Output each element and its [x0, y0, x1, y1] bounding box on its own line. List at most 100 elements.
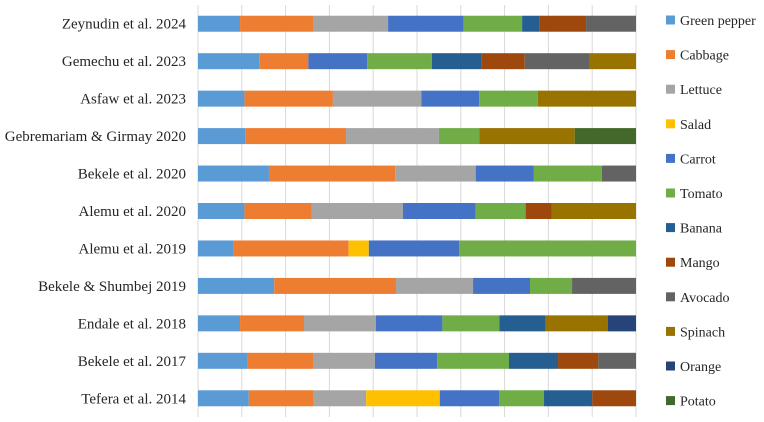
category-label: Gemechu et al. 2023 [62, 54, 186, 70]
bar-alemu-et-al-2019-carrot [368, 240, 460, 257]
legend-swatch-green-pepper [666, 15, 675, 25]
bar-bekele-shumbej-2019-carrot [473, 277, 531, 294]
bar-gebremariam-girmay-2020-lettuce [346, 128, 439, 145]
bar-alemu-et-al-2020-spinach [551, 203, 636, 219]
legend-swatch-cabbage [666, 50, 675, 60]
bar-endale-et-al-2018-carrot [375, 315, 443, 332]
bar-bekele-et-al-2017-banana [508, 352, 559, 369]
bar-asfaw-et-al-2023-lettuce [332, 90, 422, 107]
legend-swatch-lettuce [666, 84, 675, 94]
bar-zeynudin-et-al-2024-avocado [586, 15, 636, 32]
bar-gebremariam-girmay-2020-spinach [479, 128, 575, 145]
bar-asfaw-et-al-2023-tomato [479, 90, 538, 107]
bar-endale-et-al-2018-tomato [442, 315, 500, 332]
bar-endale-et-al-2018-green-pepper [198, 315, 241, 332]
bar-tefera-et-al-2014-cabbage [248, 390, 314, 407]
bar-asfaw-et-al-2023-green-pepper [198, 90, 245, 107]
bar-tefera-et-al-2014-tomato [499, 390, 545, 407]
legend-label-lettuce: Lettuce [680, 83, 722, 98]
bar-zeynudin-et-al-2024-mango [539, 15, 587, 32]
bar-bekele-shumbej-2019-avocado [572, 277, 636, 294]
bar-gemechu-et-al-2023-cabbage [259, 53, 309, 70]
bar-bekele-et-al-2017-cabbage [247, 352, 314, 369]
legend-swatch-banana [666, 223, 675, 233]
bar-alemu-et-al-2020-mango [525, 203, 552, 219]
legend-swatch-carrot [666, 153, 675, 163]
category-label: Zeynudin et al. 2024 [62, 17, 187, 33]
legend-label-avocado: Avocado [680, 291, 730, 306]
legend-label-green-pepper: Green pepper [680, 14, 756, 29]
legend-swatch-mango [666, 257, 675, 267]
bar-gebremariam-girmay-2020-potato [574, 128, 636, 145]
bar-gebremariam-girmay-2020-cabbage [245, 128, 347, 145]
legend-label-spinach: Spinach [680, 325, 725, 340]
bar-gemechu-et-al-2023-tomato [367, 53, 432, 70]
bar-tefera-et-al-2014-mango [592, 390, 636, 407]
bar-zeynudin-et-al-2024-banana [522, 15, 540, 32]
category-label: Asfaw et al. 2023 [80, 92, 186, 108]
bar-alemu-et-al-2020-cabbage [244, 203, 312, 219]
bar-bekele-shumbej-2019-tomato [530, 277, 573, 294]
category-label: Alemu et al. 2019 [79, 241, 186, 257]
bar-bekele-et-al-2020-avocado [601, 165, 636, 182]
bar-alemu-et-al-2020-green-pepper [198, 203, 245, 219]
bar-bekele-et-al-2017-lettuce [313, 352, 375, 369]
bar-bekele-et-al-2017-avocado [598, 352, 636, 369]
bar-bekele-shumbej-2019-lettuce [395, 277, 474, 294]
bar-bekele-et-al-2020-tomato [533, 165, 602, 182]
legend-label-carrot: Carrot [680, 152, 716, 167]
bar-bekele-et-al-2017-carrot [374, 352, 438, 369]
bar-bekele-et-al-2020-cabbage [268, 165, 396, 182]
bar-tefera-et-al-2014-carrot [439, 390, 500, 407]
bar-gemechu-et-al-2023-green-pepper [198, 53, 260, 70]
bar-asfaw-et-al-2023-spinach [537, 90, 636, 107]
bar-bekele-et-al-2020-green-pepper [198, 165, 269, 182]
category-label: Bekele et al. 2020 [78, 167, 186, 183]
legend-label-tomato: Tomato [680, 187, 723, 202]
bar-gemechu-et-al-2023-carrot [308, 53, 368, 70]
bar-asfaw-et-al-2023-cabbage [244, 90, 333, 107]
bar-alemu-et-al-2020-carrot [402, 203, 476, 219]
category-label: Gebremariam & Girmay 2020 [5, 129, 186, 145]
bar-zeynudin-et-al-2024-lettuce [313, 15, 389, 32]
bar-bekele-shumbej-2019-green-pepper [198, 277, 275, 294]
bar-bekele-et-al-2017-tomato [437, 352, 509, 369]
legend-label-salad: Salad [680, 118, 711, 133]
bar-tefera-et-al-2014-green-pepper [198, 390, 249, 407]
bar-bekele-et-al-2020-lettuce [395, 165, 476, 182]
bar-bekele-et-al-2017-mango [558, 352, 599, 369]
bar-bekele-shumbej-2019-cabbage [274, 277, 396, 294]
bar-zeynudin-et-al-2024-carrot [388, 15, 464, 32]
bar-alemu-et-al-2019-cabbage [233, 240, 349, 257]
legend-swatch-spinach [666, 326, 675, 336]
bar-endale-et-al-2018-banana [499, 315, 546, 332]
bar-tefera-et-al-2014-lettuce [313, 390, 367, 407]
bar-tefera-et-al-2014-banana [544, 390, 593, 407]
legend-swatch-salad [666, 119, 675, 129]
legend-label-orange: Orange [680, 360, 721, 375]
bar-gebremariam-girmay-2020-tomato [438, 128, 480, 145]
category-label: Bekele & Shumbej 2019 [38, 279, 186, 295]
bar-endale-et-al-2018-cabbage [240, 315, 304, 332]
bar-gemechu-et-al-2023-avocado [524, 53, 590, 70]
legend-swatch-avocado [666, 292, 675, 302]
bar-bekele-et-al-2020-carrot [475, 165, 534, 182]
bar-asfaw-et-al-2023-carrot [421, 90, 480, 107]
category-label: Alemu et al. 2020 [79, 204, 186, 220]
bar-gebremariam-girmay-2020-green-pepper [198, 128, 246, 145]
bar-alemu-et-al-2019-salad [348, 240, 369, 257]
legend-label-mango: Mango [680, 256, 720, 271]
legend-swatch-tomato [666, 188, 675, 198]
category-labels: Zeynudin et al. 2024 Gemechu et al. 2023 A… [5, 17, 187, 408]
bar-alemu-et-al-2020-tomato [475, 203, 526, 219]
bar-endale-et-al-2018-spinach [545, 315, 608, 332]
bar-alemu-et-al-2019-green-pepper [198, 240, 234, 257]
legend-label-cabbage: Cabbage [680, 49, 729, 64]
legend-label-potato: Potato [680, 395, 716, 410]
category-label: Tefera et al. 2014 [81, 391, 186, 407]
bar-tefera-et-al-2014-salad [366, 390, 440, 407]
bar-alemu-et-al-2020-lettuce [311, 203, 403, 219]
category-label: Endale et al. 2018 [78, 316, 186, 332]
bar-zeynudin-et-al-2024-tomato [463, 15, 523, 32]
bar-zeynudin-et-al-2024-green-pepper [198, 15, 241, 32]
